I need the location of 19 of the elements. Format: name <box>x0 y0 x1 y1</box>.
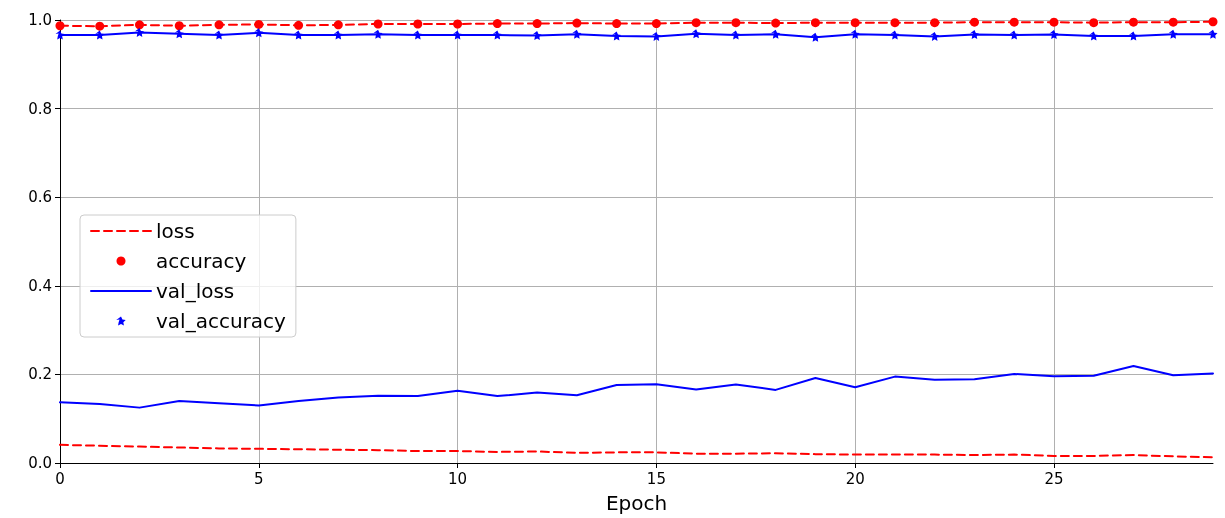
x-tick-label: 10 <box>448 469 468 488</box>
legend-label: val_loss <box>156 279 235 303</box>
x-axis-title: Epoch <box>605 491 668 515</box>
line-series <box>59 364 1214 409</box>
x-tick-label: 15 <box>646 469 666 488</box>
legend-label: accuracy <box>156 249 247 273</box>
y-tick-label: 0.0 <box>28 454 52 472</box>
x-tick-label: 0 <box>55 469 65 488</box>
line-series <box>59 443 1214 459</box>
x-tick-label: 20 <box>845 469 865 488</box>
legend-label: val_accuracy <box>156 309 287 333</box>
legend-label: loss <box>156 219 195 243</box>
y-tick-label: 1.0 <box>28 11 52 29</box>
y-tick-label: 0.2 <box>28 365 52 384</box>
y-tick-label: 0.8 <box>28 99 52 118</box>
y-tick-label: 0.6 <box>28 188 52 207</box>
x-tick-label: 25 <box>1044 469 1064 488</box>
x-tick-label: 5 <box>254 469 264 488</box>
y-tick-label: 0.4 <box>28 276 52 295</box>
